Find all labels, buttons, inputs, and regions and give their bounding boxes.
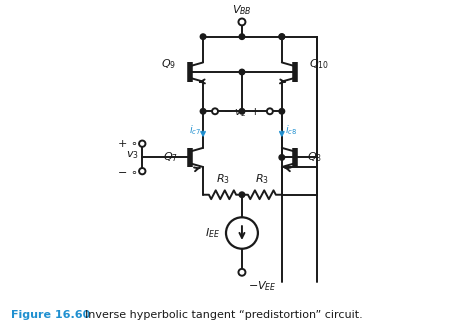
Text: $Q_8$: $Q_8$	[307, 151, 322, 164]
Text: $+\,\circ$: $+\,\circ$	[117, 138, 137, 149]
Text: $V_{BB}$: $V_{BB}$	[232, 3, 252, 17]
Circle shape	[267, 108, 273, 114]
Text: Inverse hyperbolic tangent “predistortion” circuit.: Inverse hyperbolic tangent “predistortio…	[78, 310, 363, 319]
Text: $Q_9$: $Q_9$	[161, 57, 176, 71]
Circle shape	[212, 108, 218, 114]
Text: $-\;v_2\;+$: $-\;v_2\;+$	[223, 106, 260, 119]
Text: $v_3$: $v_3$	[126, 150, 139, 161]
Circle shape	[239, 192, 245, 198]
Circle shape	[200, 109, 206, 114]
Text: Figure 16.60: Figure 16.60	[11, 310, 90, 319]
Circle shape	[279, 34, 285, 39]
Text: $-V_{EE}$: $-V_{EE}$	[248, 279, 276, 293]
Text: $i_{c8}$: $i_{c8}$	[285, 124, 297, 138]
Text: $i_{c7}$: $i_{c7}$	[189, 124, 201, 138]
Circle shape	[139, 168, 145, 174]
Circle shape	[279, 109, 285, 114]
Circle shape	[279, 34, 285, 39]
Text: $R_3$: $R_3$	[255, 172, 269, 186]
Text: $R_3$: $R_3$	[216, 172, 230, 186]
Circle shape	[239, 69, 245, 75]
Circle shape	[226, 217, 258, 249]
Text: $Q_7$: $Q_7$	[163, 151, 178, 164]
Circle shape	[139, 141, 145, 147]
Circle shape	[239, 19, 245, 25]
Text: $-\,\circ$: $-\,\circ$	[117, 166, 137, 176]
Circle shape	[239, 269, 245, 276]
Text: $Q_{10}$: $Q_{10}$	[309, 57, 329, 71]
Circle shape	[279, 155, 285, 160]
Circle shape	[239, 109, 245, 114]
Circle shape	[239, 34, 245, 39]
Text: $I_{EE}$: $I_{EE}$	[205, 226, 220, 240]
Circle shape	[200, 34, 206, 39]
